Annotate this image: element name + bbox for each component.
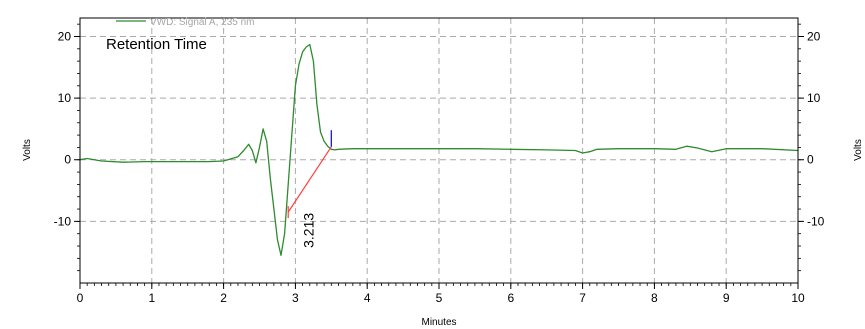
x-tick-label: 8	[651, 291, 658, 305]
x-tick-label: 10	[791, 291, 805, 305]
axes: 0 1 2 3 4 5 6 7 8 9 10 20 20 10 10 0 0 -10 -10	[54, 23, 825, 305]
x-tick-label: 1	[148, 291, 155, 305]
peak-annotations: 3.213	[287, 130, 332, 248]
x-tick-label: 5	[436, 291, 443, 305]
y-tick-label-right: -10	[807, 214, 825, 228]
legend: VWD: Signal A, 235 nm	[116, 17, 255, 28]
y-tick-label-left: 20	[58, 29, 72, 43]
y-axis-title-right: Volts	[853, 139, 864, 161]
x-tick-label: 7	[579, 291, 586, 305]
x-tick-label: 4	[364, 291, 371, 305]
x-tick-label: 3	[292, 291, 299, 305]
x-tick-label: 0	[77, 291, 84, 305]
y-tick-label-left: 10	[58, 91, 72, 105]
x-tick-label: 2	[220, 291, 227, 305]
retention-time-label: Retention Time	[106, 36, 207, 53]
series-layer	[79, 43, 799, 256]
x-tick-label: 9	[723, 291, 730, 305]
peak-baseline	[287, 146, 332, 213]
y-tick-label-right: 0	[807, 153, 814, 167]
grid	[80, 18, 798, 283]
x-tick-label: 6	[507, 291, 514, 305]
y-tick-label-left: 0	[64, 153, 71, 167]
signal-trace	[79, 43, 799, 256]
y-tick-label-left: -10	[54, 214, 72, 228]
y-tick-label-right: 10	[807, 91, 821, 105]
y-tick-label-right: 20	[807, 29, 821, 43]
y-axis-title-left: Volts	[22, 139, 33, 161]
legend-label: VWD: Signal A, 235 nm	[150, 17, 255, 28]
x-axis-title: Minutes	[421, 317, 456, 328]
peak-retention-label: 3.213	[301, 213, 317, 248]
